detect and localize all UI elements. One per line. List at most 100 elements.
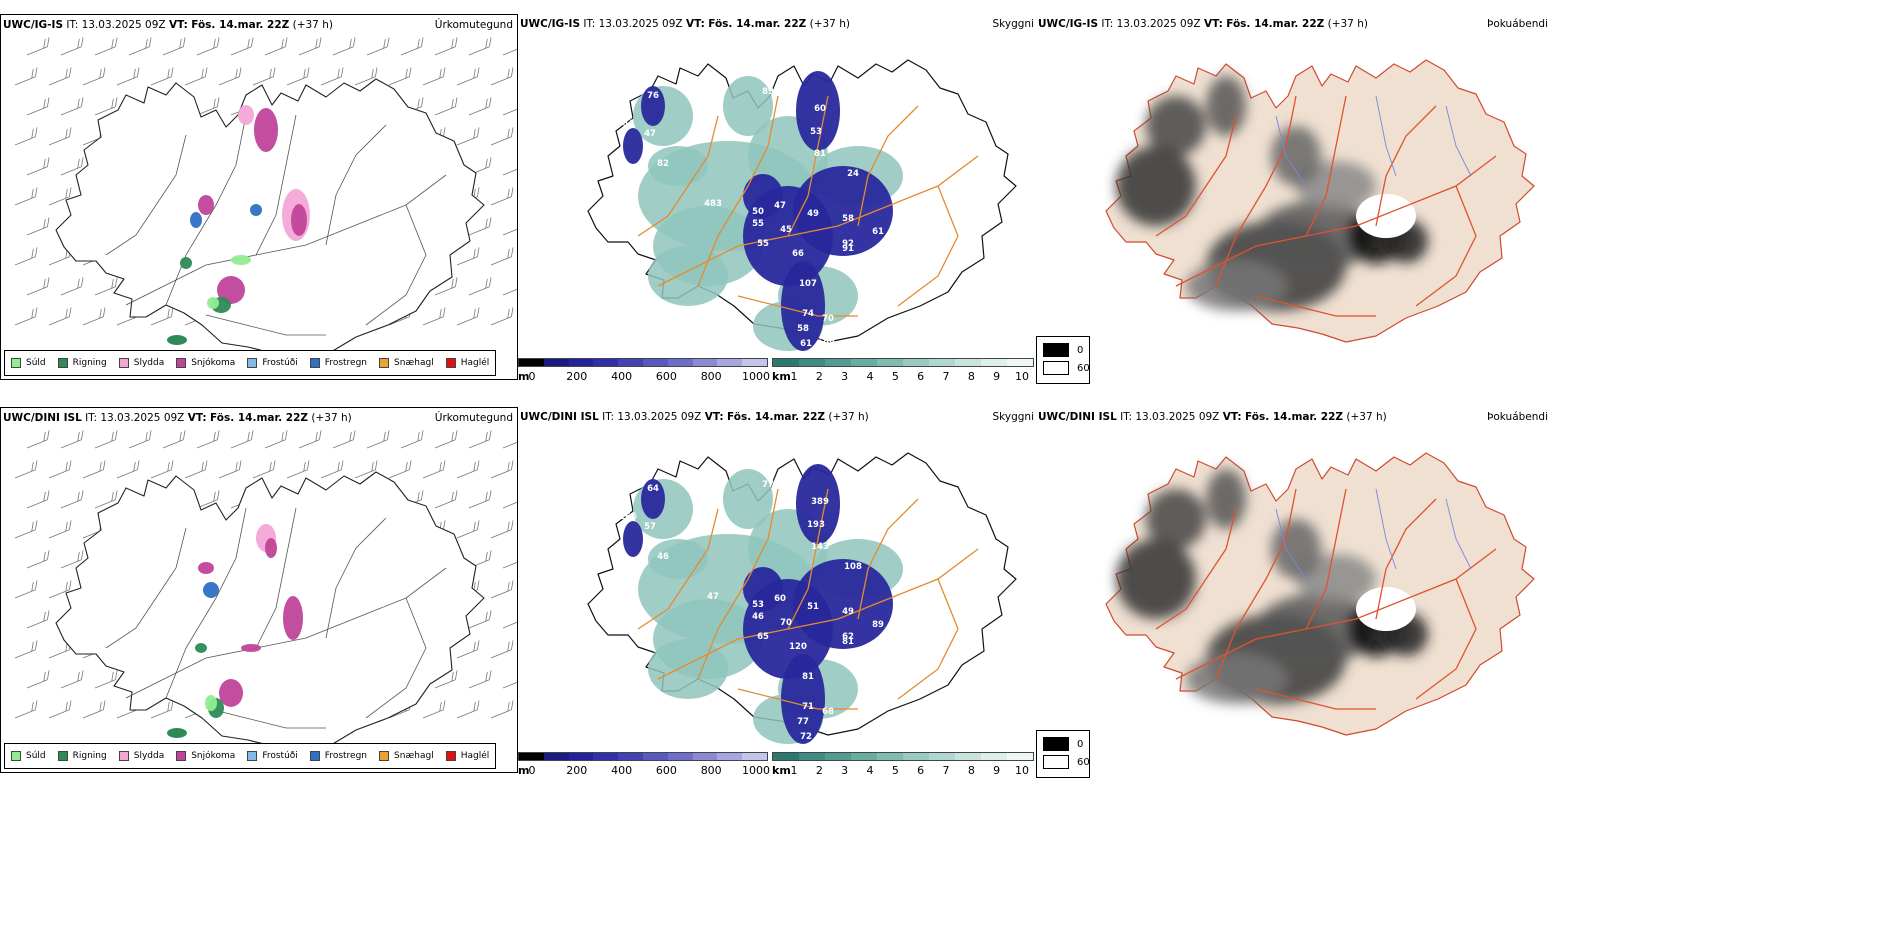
cloudbase-value: 46: [657, 552, 669, 562]
fog-legend-item: 0: [1043, 737, 1083, 751]
cloudbase-value: 58: [842, 214, 854, 224]
cloudbase-value: 57: [644, 522, 656, 532]
panel-title: Skyggni: [992, 18, 1035, 30]
wind-barb: [94, 37, 118, 56]
colorbar-bin: [543, 359, 569, 366]
wind-barb: [150, 700, 174, 719]
colorbar-bin: [825, 359, 851, 366]
precip-area: [190, 212, 202, 228]
wind-barb: [502, 439, 517, 449]
precip-legend-item: Snjókoma: [176, 358, 235, 368]
wind-barb: [264, 37, 288, 56]
wind-barb: [94, 490, 118, 509]
colorbar-bin: [851, 753, 877, 760]
panel-header: UWC/IG-IS IT: 13.03.2025 09Z VT: Fös. 14…: [520, 18, 850, 30]
colorbar-strip: [518, 752, 768, 761]
wind-barb: [490, 307, 514, 326]
wind-barb: [490, 580, 514, 599]
colorbar-tick: 800: [700, 370, 722, 383]
wind-barb: [14, 67, 38, 86]
cloudbase-value: 71: [802, 702, 814, 712]
wind-barb: [60, 37, 84, 56]
colorbar-bin: [877, 753, 903, 760]
cloudbase-area: [623, 128, 643, 164]
wind-barb: [26, 157, 50, 176]
wind-barb: [468, 277, 492, 296]
precip-area: [207, 297, 219, 309]
precip-panel-top: UWC/IG-IS IT: 13.03.2025 09Z VT: Fös. 14…: [0, 14, 518, 380]
wind-barb: [48, 307, 72, 326]
wind-barb: [60, 97, 84, 116]
precip-area: [167, 335, 187, 345]
wind-barb: [388, 460, 412, 479]
wind-barb: [60, 550, 84, 569]
wind-barb: [82, 307, 106, 326]
colorbar-strip: [772, 752, 1034, 761]
cloudbase-value: 45: [780, 225, 792, 235]
wind-barb: [14, 460, 38, 479]
wind-barb: [286, 67, 310, 86]
road-line: [325, 517, 387, 639]
wind-barb: [218, 67, 242, 86]
cloudbase-area: [796, 71, 840, 151]
precip-legend-item: Slydda: [118, 751, 165, 761]
colorbar-bin: [692, 753, 718, 760]
wind-barb: [128, 37, 152, 56]
visibility-area: [648, 246, 728, 306]
colorbar-tick: 400: [611, 764, 633, 777]
colorbar-tick: 7: [942, 764, 950, 777]
colorbar-tick: 5: [891, 370, 899, 383]
colorbar-bin: [519, 359, 544, 366]
road-line: [737, 295, 858, 317]
colorbar-tick: 5: [891, 764, 899, 777]
road-line: [205, 707, 326, 729]
wind-barb: [456, 127, 480, 146]
wind-barb: [26, 430, 50, 449]
wind-barb: [502, 226, 517, 236]
precip-area: [254, 108, 278, 152]
wind-barb: [14, 640, 38, 659]
colorbar-tick: 1000: [742, 370, 770, 383]
wind-barb: [456, 520, 480, 539]
cloudbase-panel-top: 76 64 47 82 89 60 53 81 24 483 50 47 49 55 45 58 92 61 55 6…: [518, 14, 1036, 380]
road-line: [637, 508, 719, 630]
cloudbase-value: 92: [842, 239, 854, 249]
colorbar-bin: [903, 359, 929, 366]
wind-barb: [456, 700, 480, 719]
legend-label: Frostregn: [324, 751, 368, 761]
precip-legend: Súld Rigning Slydda Snjókoma Frostúði Frostre…: [4, 350, 497, 376]
road-line: [125, 567, 447, 699]
cloudbase-value: 46: [752, 612, 764, 622]
colorbar-tick: 800: [700, 764, 722, 777]
road-line: [1215, 95, 1297, 287]
wind-barb: [150, 67, 174, 86]
precip-area: [198, 562, 214, 574]
legend-swatch: [11, 751, 21, 761]
fog-legend-label: 0: [1077, 738, 1084, 750]
colorbar-strip: [772, 358, 1034, 367]
legend-label: Haglél: [460, 751, 490, 761]
colorbar-bin: [981, 359, 1007, 366]
wind-barb: [48, 67, 72, 86]
cloudbase-value: 143: [811, 542, 829, 552]
cloudbase-value: 47: [707, 592, 719, 602]
panel-header: UWC/DINI ISL IT: 13.03.2025 09Z VT: Fös.…: [1038, 411, 1387, 423]
wind-barb: [14, 127, 38, 146]
cloudbase-colorbar-bottom: m 0 200 400 600 800 1000: [518, 750, 770, 780]
wind-barb: [422, 67, 446, 86]
fog-panel-bottom: UWC/DINI ISL IT: 13.03.2025 09Z VT: Fös.…: [1036, 407, 1552, 773]
legend-swatch: [176, 358, 187, 368]
panel-header: UWC/IG-IS IT: 13.03.2025 09Z VT: Fös. 14…: [1038, 18, 1368, 30]
cloudbase-value: 83: [877, 279, 889, 289]
road-line: [1305, 488, 1347, 630]
legend-label: Slydda: [133, 751, 165, 761]
road-line: [857, 498, 919, 620]
precip-legend-item: Frostregn: [309, 358, 367, 368]
wind-barb: [332, 430, 356, 449]
colorbar-bin: [593, 753, 619, 760]
colorbar-bin: [799, 359, 825, 366]
precip-area: [241, 644, 261, 652]
colorbar-bin: [903, 753, 929, 760]
colorbar-bin: [717, 753, 743, 760]
road-line: [857, 105, 919, 227]
